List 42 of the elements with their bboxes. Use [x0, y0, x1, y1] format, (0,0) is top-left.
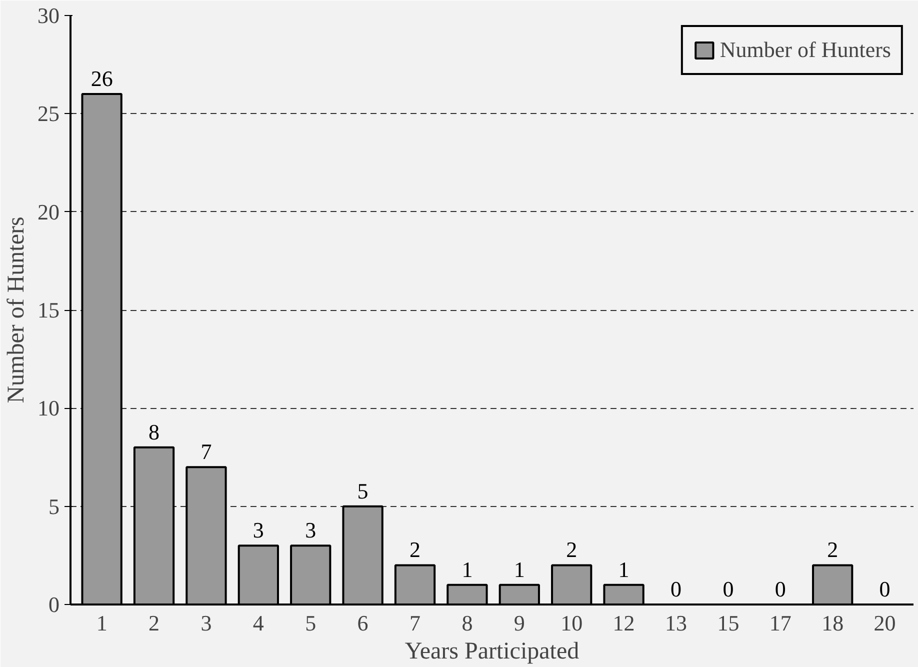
- data-label: 0: [879, 576, 890, 602]
- data-label: 0: [774, 576, 786, 602]
- x-tick-label: 2: [148, 610, 160, 636]
- x-tick-label: 5: [305, 610, 316, 636]
- y-axis-title: Number of Hunters: [4, 216, 30, 404]
- data-label: 1: [462, 556, 473, 582]
- data-label: 1: [514, 556, 525, 582]
- y-tick-label: 30: [38, 3, 60, 28]
- data-label: 0: [670, 576, 682, 602]
- data-label: 2: [566, 537, 578, 562]
- x-tick-label: 17: [769, 610, 792, 636]
- y-tick-label: 20: [38, 199, 60, 224]
- data-label: 3: [305, 518, 316, 543]
- x-tick-label: 12: [612, 610, 635, 636]
- x-tick-label: 6: [357, 610, 368, 636]
- x-tick-label: 1: [96, 610, 108, 636]
- data-label: 2: [410, 537, 421, 562]
- y-tick-label: 15: [38, 298, 60, 322]
- x-tick-label: 20: [874, 610, 896, 636]
- data-label: 7: [200, 439, 212, 464]
- x-tick-label: 4: [252, 610, 264, 636]
- y-tick-label: 10: [38, 396, 60, 421]
- x-tick-label: 9: [514, 610, 525, 636]
- x-axis-title: Years Participated: [404, 638, 580, 664]
- x-tick-label: 18: [822, 610, 844, 636]
- x-tick-label: 13: [665, 610, 687, 636]
- y-tick-label: 25: [38, 101, 60, 126]
- x-tick-label: 7: [410, 610, 421, 636]
- x-tick-label: 10: [560, 610, 583, 636]
- data-label: 2: [827, 537, 838, 562]
- data-label: 0: [722, 576, 734, 602]
- data-label: 1: [618, 556, 630, 582]
- data-label: 26: [90, 66, 113, 92]
- x-tick-label: 8: [462, 610, 473, 636]
- data-label: 3: [252, 518, 264, 543]
- legend-label: Number of Hunters: [720, 37, 891, 63]
- x-tick-label: 15: [717, 610, 740, 636]
- data-label: 5: [357, 478, 368, 504]
- y-tick-label: 0: [48, 592, 60, 617]
- y-tick-label: 5: [48, 494, 60, 519]
- x-tick-label: 3: [200, 610, 212, 636]
- data-label: 8: [148, 419, 160, 444]
